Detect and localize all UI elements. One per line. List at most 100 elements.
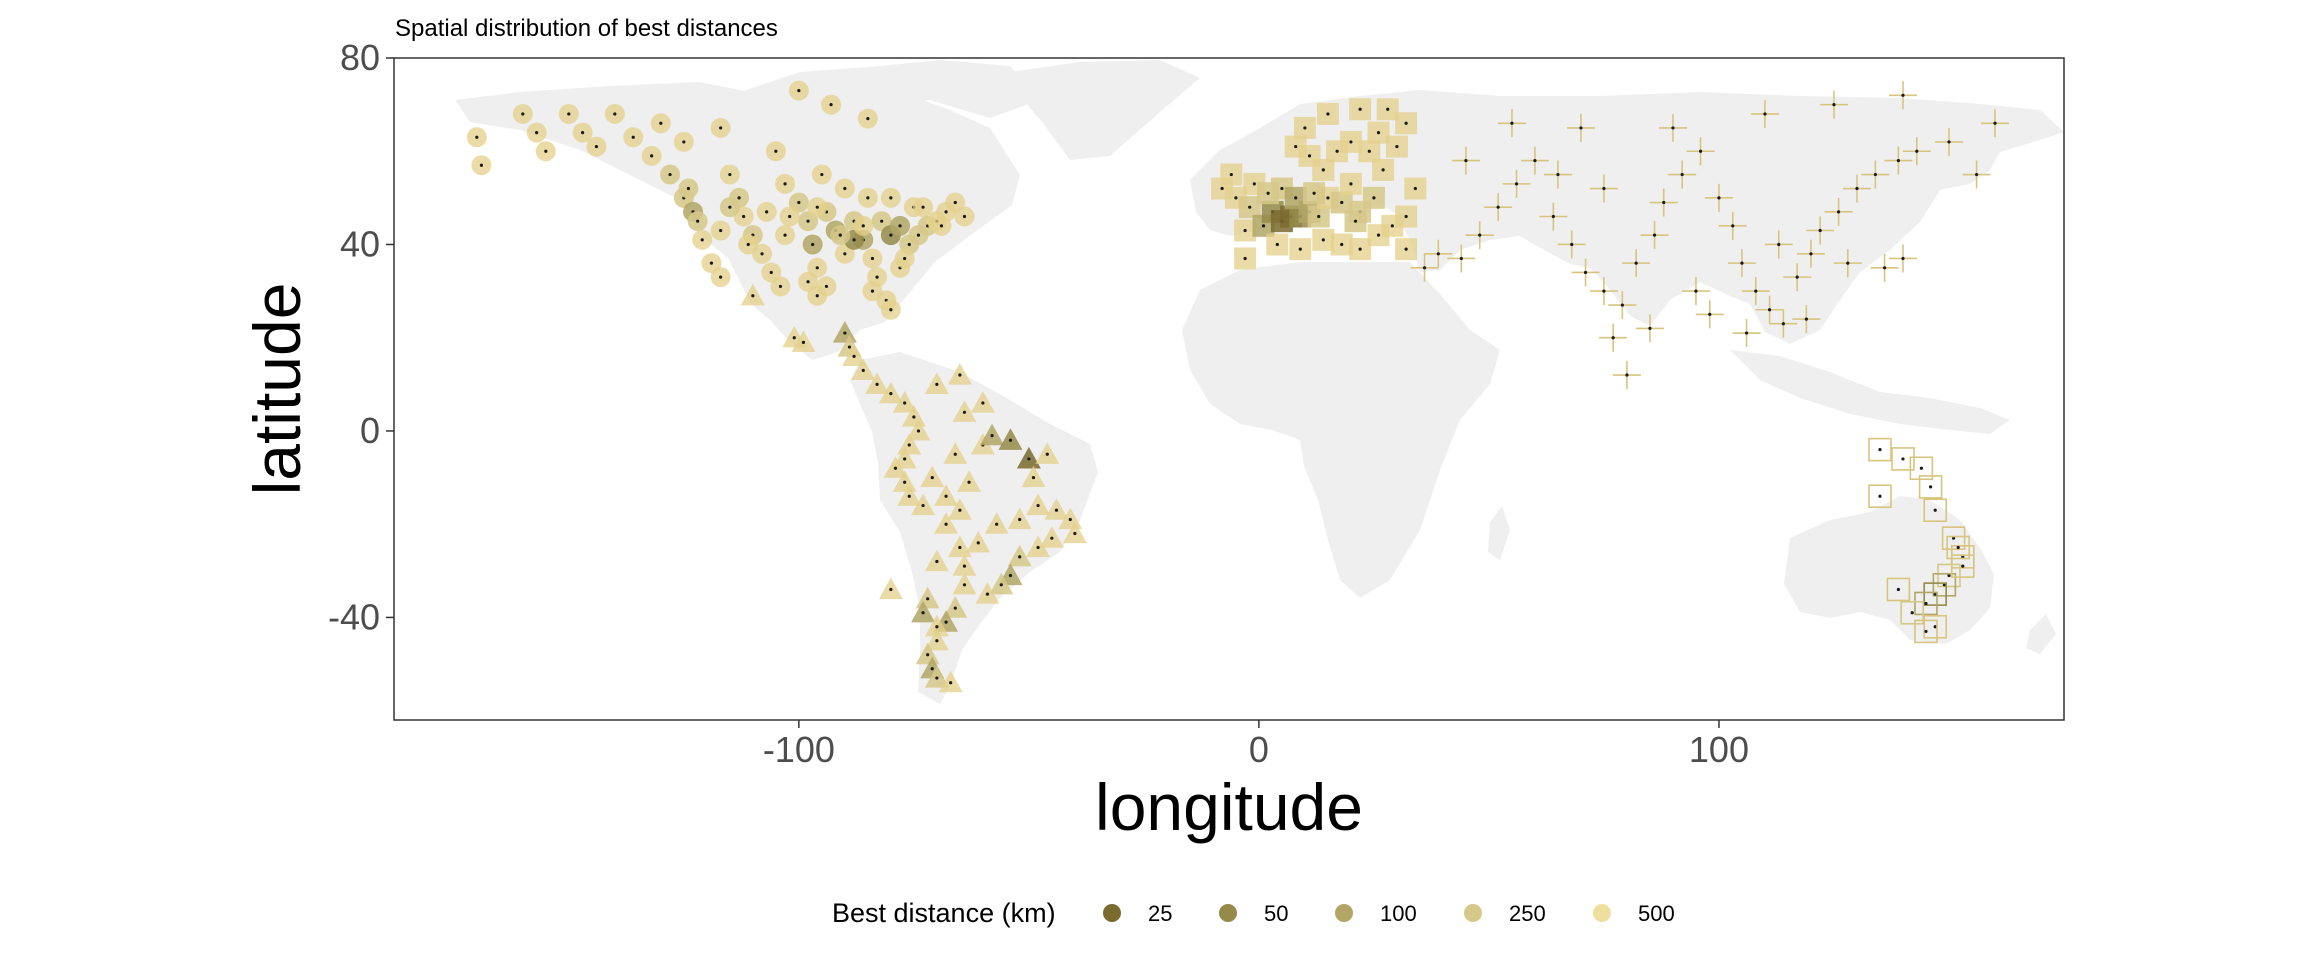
- data-point-dot: [797, 89, 801, 93]
- data-point: [1937, 563, 1961, 588]
- series-south-america: [740, 283, 1087, 693]
- data-point-dot: [1754, 289, 1758, 293]
- data-point-dot: [903, 256, 907, 261]
- data-point-dot: [889, 196, 893, 200]
- data-point-dot: [866, 196, 870, 200]
- data-point-dot: [852, 354, 856, 358]
- data-point-dot: [475, 135, 479, 139]
- data-point-dot: [889, 587, 893, 592]
- data-point-dot: [953, 452, 957, 456]
- data-point-dot: [843, 252, 847, 256]
- data-point-dot: [1050, 536, 1054, 540]
- data-point-dot: [1054, 508, 1059, 512]
- data-point-dot: [962, 564, 967, 568]
- data-point-dot: [921, 503, 925, 508]
- data-point-dot: [921, 611, 925, 615]
- data-point-dot: [1961, 564, 1965, 568]
- series-oceania: [1868, 437, 1975, 644]
- data-point-dot: [1340, 242, 1344, 247]
- data-point-dot: [870, 289, 875, 293]
- data-point-dot: [778, 284, 783, 289]
- data-point-dot: [1795, 275, 1799, 279]
- y-tick-label: 80: [340, 37, 380, 78]
- data-point-dot: [962, 214, 967, 219]
- data-point-dot: [719, 228, 723, 233]
- landmass-eurasia: [1190, 90, 2064, 344]
- data-point-dot: [935, 639, 939, 643]
- data-point-dot: [709, 261, 714, 265]
- data-point-dot: [1340, 200, 1344, 205]
- legend-label: 250: [1509, 901, 1546, 926]
- data-point-dot: [1326, 196, 1330, 200]
- legend-key: [1103, 904, 1121, 922]
- data-point-dot: [765, 210, 769, 214]
- data-point-dot: [1933, 592, 1937, 596]
- data-point-dot: [889, 233, 893, 237]
- data-point-dot: [907, 494, 911, 498]
- data-point-dot: [999, 583, 1003, 587]
- data-point-dot: [1031, 475, 1036, 480]
- data-point-dot: [783, 233, 787, 237]
- data-point-dot: [1073, 531, 1077, 536]
- data-point-dot: [1312, 191, 1316, 195]
- data-point-dot: [1307, 154, 1312, 158]
- data-point-dot: [1832, 103, 1836, 107]
- series-north-america: [466, 80, 975, 320]
- data-point: [1914, 619, 1938, 644]
- y-tick-label: 40: [340, 223, 380, 264]
- data-point-dot: [1390, 224, 1394, 228]
- series-europe: [1211, 98, 1427, 270]
- data-point: [1923, 582, 1947, 606]
- data-point-dot: [1381, 168, 1385, 172]
- data-point-dot: [875, 382, 879, 386]
- data-point-dot: [1353, 219, 1358, 223]
- data-point-dot: [1698, 149, 1703, 153]
- data-point-dot: [479, 163, 484, 167]
- data-point-dot: [1349, 182, 1353, 186]
- data-point-dot: [1951, 536, 1956, 540]
- data-point-dot: [1376, 130, 1381, 135]
- legend: Best distance (km) 25 50 100 250 500: [832, 898, 1675, 928]
- data-point: [1923, 498, 1947, 523]
- data-point-dot: [1229, 172, 1233, 177]
- data-point-dot: [907, 443, 911, 447]
- data-point-dot: [1478, 233, 1482, 237]
- legend-label: 25: [1148, 901, 1172, 926]
- data-point: [1941, 526, 1966, 550]
- data-point: [1909, 456, 1934, 481]
- data-point-dot: [1947, 140, 1951, 144]
- data-point-dot: [903, 480, 907, 484]
- data-point-dot: [1717, 196, 1721, 200]
- data-point-dot: [1583, 270, 1588, 275]
- data-point-dot: [958, 545, 962, 550]
- data-point-dot: [801, 340, 806, 344]
- data-point-dot: [1404, 121, 1408, 125]
- data-point-dot: [903, 401, 907, 405]
- legend-label: 100: [1380, 901, 1417, 926]
- data-point-dot: [1882, 266, 1887, 270]
- data-point-dot: [889, 308, 893, 312]
- data-point-dot: [1298, 247, 1302, 251]
- data-point-dot: [1358, 107, 1362, 111]
- data-point-dot: [926, 597, 930, 601]
- data-point-dot: [953, 606, 957, 610]
- data-point-dot: [811, 242, 815, 247]
- data-point-dot: [1027, 457, 1031, 461]
- x-tick-label: -100: [763, 729, 835, 770]
- data-point-dot: [829, 103, 833, 107]
- data-point-dot: [1045, 452, 1049, 456]
- data-point-dot: [912, 415, 916, 419]
- data-point-dot: [1708, 312, 1712, 317]
- data-point-dot: [1652, 233, 1657, 237]
- data-point-dot: [544, 149, 548, 153]
- data-point-dot: [935, 382, 939, 386]
- legend-label: 50: [1264, 901, 1288, 926]
- data-point-dot: [1464, 158, 1468, 163]
- data-point-dot: [1896, 587, 1900, 592]
- data-point-dot: [935, 625, 939, 629]
- data-point-dot: [990, 434, 994, 438]
- data-point-dot: [916, 233, 921, 237]
- y-tick-label: -40: [328, 596, 380, 637]
- data-point-dot: [1321, 168, 1325, 172]
